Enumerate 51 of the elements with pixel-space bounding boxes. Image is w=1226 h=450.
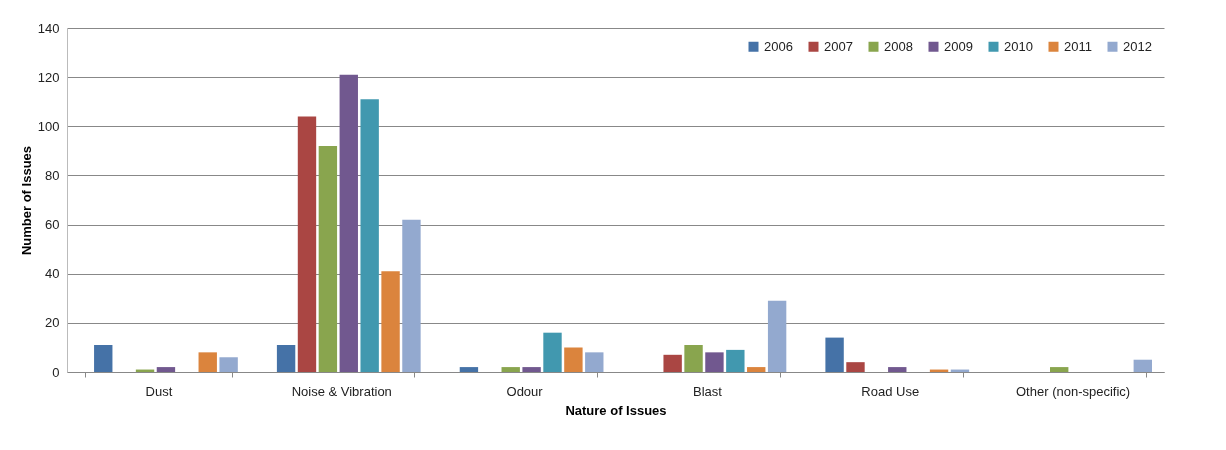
legend-label: 2011 [1064, 38, 1092, 54]
bar [684, 344, 703, 372]
y-tick-label: 0 [52, 364, 60, 380]
bar [747, 367, 766, 372]
bar [825, 337, 844, 372]
legend-label: 2007 [824, 38, 853, 54]
x-tick-label: Blast [692, 383, 723, 399]
y-tick-label: 120 [37, 69, 60, 85]
x-axis-title: Nature of Issues [565, 402, 667, 418]
bar [297, 116, 317, 372]
bar [381, 271, 400, 372]
bar [459, 367, 479, 372]
bar [156, 367, 176, 372]
y-tick-label: 80 [45, 167, 60, 183]
bar [585, 352, 604, 372]
x-tick-label: Dust [145, 383, 173, 399]
x-tick-label: Odour [506, 383, 544, 399]
bar [318, 145, 338, 372]
x-tick-label: Road Use [861, 383, 920, 399]
bar [198, 352, 217, 372]
bar [543, 332, 562, 372]
bar [219, 357, 238, 372]
bar [705, 352, 724, 372]
bar [339, 74, 358, 372]
bar [726, 349, 745, 372]
y-tick-label: 60 [45, 217, 60, 233]
x-tick-label: Other (non-specific) [1016, 383, 1131, 399]
bar [846, 362, 865, 372]
bar [1050, 367, 1069, 372]
legend-label: 2010 [1004, 38, 1033, 54]
bar [360, 99, 379, 372]
bar [1133, 359, 1152, 372]
legend-label: 2008 [884, 38, 913, 54]
y-tick-label: 140 [37, 20, 60, 36]
bar [402, 219, 421, 372]
legend-label: 2009 [944, 38, 973, 54]
bar [767, 300, 787, 372]
y-tick-label: 20 [45, 315, 60, 331]
bar [522, 367, 541, 372]
y-tick-label: 100 [37, 118, 60, 134]
bar [276, 344, 296, 372]
bar [94, 344, 113, 372]
legend-label: 2006 [764, 38, 793, 54]
y-tick-label: 40 [45, 266, 60, 282]
bar [663, 354, 682, 372]
legend-label: 2012 [1123, 38, 1152, 54]
bar [501, 367, 520, 372]
x-tick-label: Noise & Vibration [291, 383, 392, 399]
y-axis-title: Number of Issues [18, 145, 34, 256]
bar [564, 347, 583, 372]
bar [888, 367, 907, 372]
